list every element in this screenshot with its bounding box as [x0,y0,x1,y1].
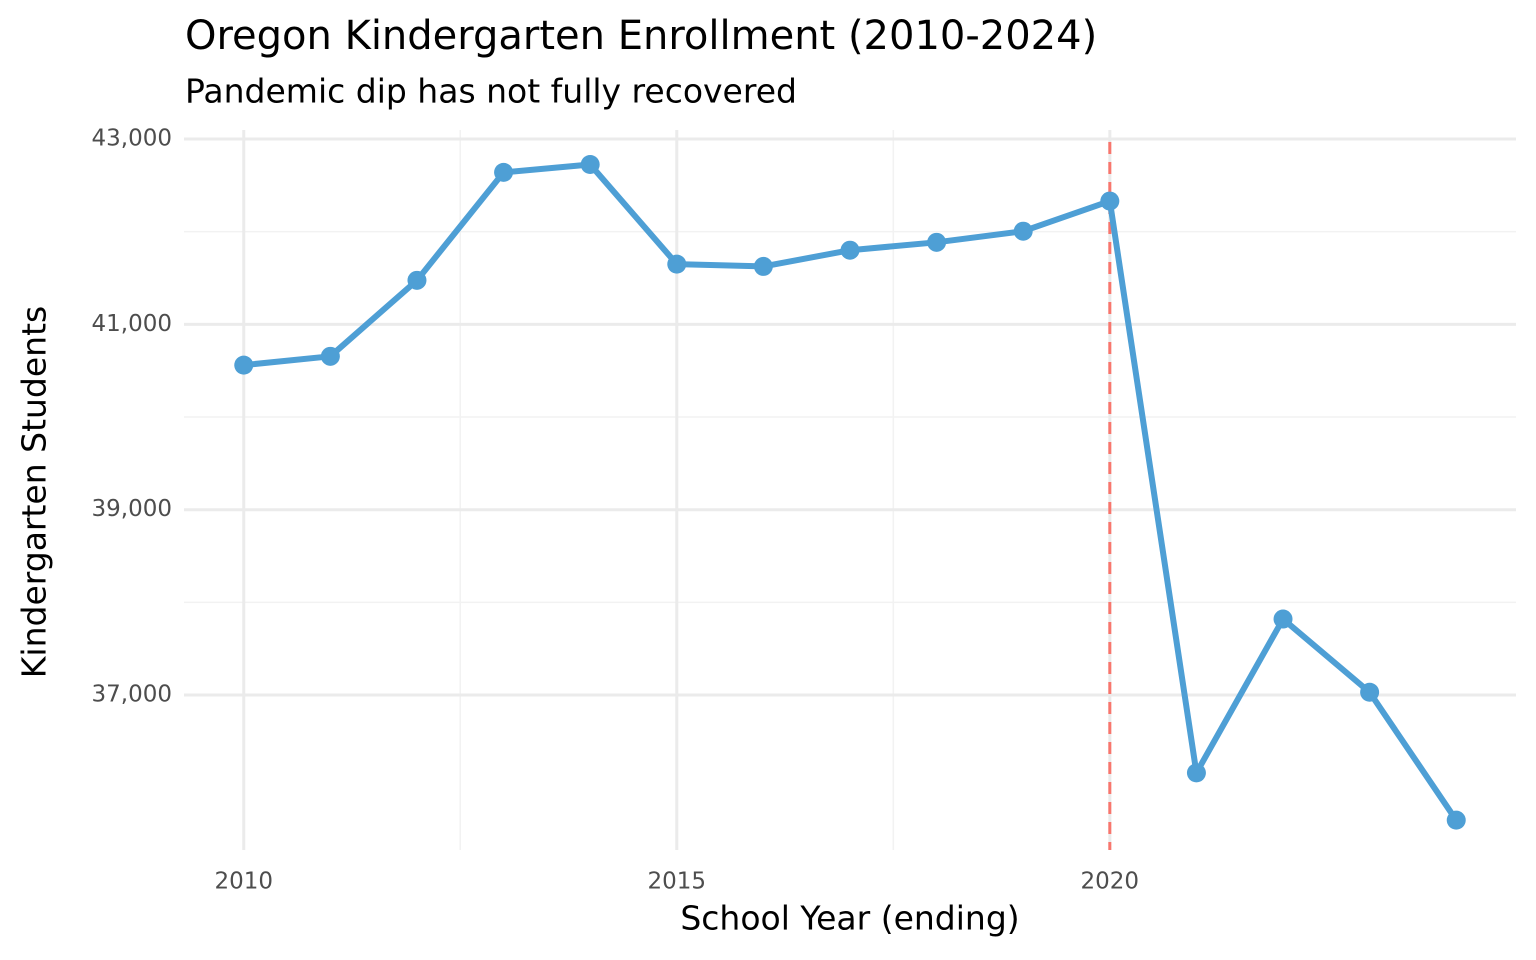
y-axis-title: Kindergarten Students [15,306,54,678]
point [580,154,600,174]
point [234,355,254,375]
x-tick-label: 2015 [648,869,707,895]
y-tick-label: 41,000 [92,311,172,337]
chart-title: Oregon Kindergarten Enrollment (2010-202… [185,13,1097,59]
point [1273,609,1293,629]
point [494,162,514,182]
point [753,256,773,276]
point [1446,810,1466,830]
point [927,232,947,252]
chart-subtitle: Pandemic dip has not fully recovered [185,72,797,111]
y-tick-label: 37,000 [92,682,172,708]
point [1100,191,1120,211]
x-tick-label: 2010 [214,869,273,895]
point [1186,763,1206,783]
point [1013,221,1033,241]
point [407,270,427,290]
x-axis-title: School Year (ending) [680,899,1019,938]
point [667,254,687,274]
point [320,346,340,366]
point [840,240,860,260]
y-tick-label: 43,000 [92,125,172,151]
line [243,161,1459,822]
point [1360,682,1380,702]
y-tick-label: 39,000 [92,496,172,522]
x-tick-label: 2020 [1081,869,1140,895]
